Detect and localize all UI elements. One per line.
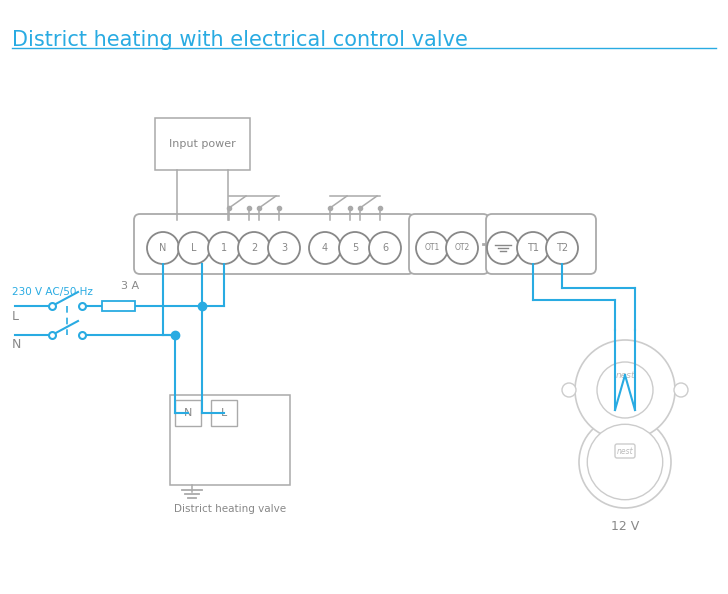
Text: L: L [221,408,227,418]
Text: District heating valve: District heating valve [174,504,286,514]
Circle shape [147,232,179,264]
Circle shape [674,383,688,397]
FancyBboxPatch shape [409,214,489,274]
Text: 2: 2 [251,243,257,253]
Circle shape [369,232,401,264]
FancyBboxPatch shape [134,214,414,274]
Text: N: N [12,339,21,352]
Circle shape [268,232,300,264]
FancyBboxPatch shape [170,395,290,485]
Text: OT2: OT2 [454,244,470,252]
Text: L: L [191,243,197,253]
Circle shape [517,232,549,264]
Circle shape [597,362,653,418]
Circle shape [546,232,578,264]
Text: N: N [183,408,192,418]
Text: nest: nest [615,371,635,380]
Text: 6: 6 [382,243,388,253]
Circle shape [446,232,478,264]
Circle shape [575,340,675,440]
Text: 3 A: 3 A [122,281,140,291]
Circle shape [339,232,371,264]
Text: L: L [12,309,19,323]
Circle shape [238,232,270,264]
Text: T1: T1 [527,243,539,253]
Text: 230 V AC/50 Hz: 230 V AC/50 Hz [12,287,93,297]
Text: 12 V: 12 V [611,520,639,532]
Text: 3: 3 [281,243,287,253]
Circle shape [579,416,671,508]
Circle shape [309,232,341,264]
FancyBboxPatch shape [486,214,596,274]
Text: 1: 1 [221,243,227,253]
FancyBboxPatch shape [175,400,201,426]
Text: T2: T2 [556,243,568,253]
FancyBboxPatch shape [155,118,250,170]
Circle shape [587,424,662,500]
Circle shape [562,383,576,397]
FancyBboxPatch shape [102,301,135,311]
Circle shape [487,232,519,264]
Circle shape [416,232,448,264]
FancyBboxPatch shape [615,444,635,458]
Text: 5: 5 [352,243,358,253]
FancyBboxPatch shape [211,400,237,426]
Circle shape [178,232,210,264]
Text: Input power: Input power [169,139,236,149]
Text: 4: 4 [322,243,328,253]
Text: nest: nest [617,447,633,457]
Circle shape [208,232,240,264]
Text: N: N [159,243,167,253]
Text: District heating with electrical control valve: District heating with electrical control… [12,30,468,50]
Text: OT1: OT1 [424,244,440,252]
